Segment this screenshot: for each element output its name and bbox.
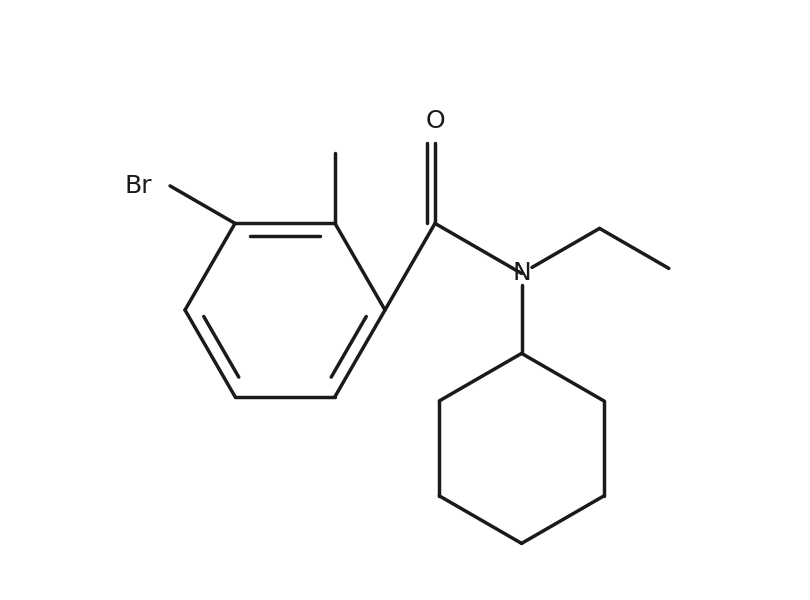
Text: N: N [512,262,531,286]
Text: O: O [425,109,445,133]
Text: Br: Br [125,174,152,198]
